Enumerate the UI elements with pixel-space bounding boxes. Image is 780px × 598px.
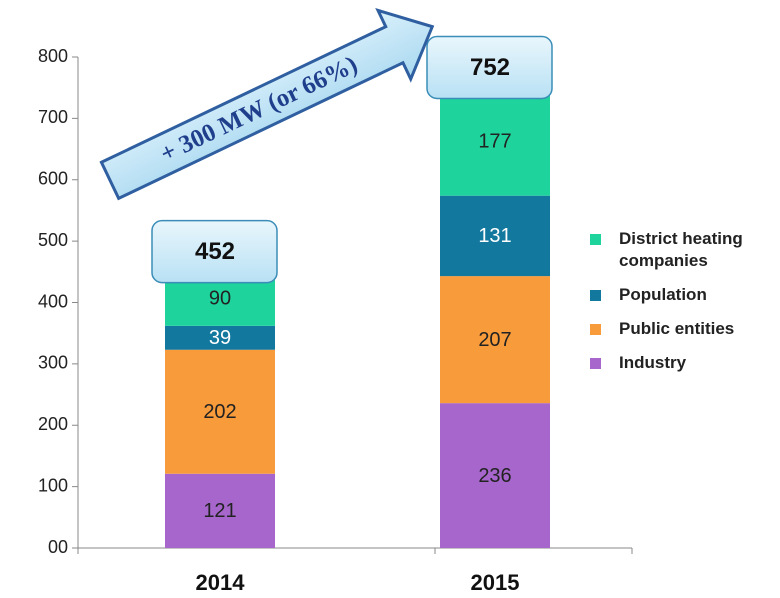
bar-segment <box>165 325 275 350</box>
x-tick-label: 2015 <box>471 570 520 595</box>
total-callout <box>426 35 553 100</box>
total-label: 452 <box>195 238 235 265</box>
legend-swatch <box>590 234 601 245</box>
y-tick-label: 300 <box>38 353 68 373</box>
value-label: 207 <box>478 329 511 351</box>
growth-arrow: + 300 MW (or 66%) <box>99 8 435 201</box>
arrow-shape <box>99 8 435 201</box>
value-label: 202 <box>203 401 236 423</box>
y-tick-label: 00 <box>48 537 68 557</box>
y-tick-label: 400 <box>38 291 68 311</box>
y-tick-label: 800 <box>38 46 68 66</box>
legend-label: District heating companies <box>619 229 743 270</box>
legend-label: Industry <box>619 353 687 372</box>
value-label: 177 <box>478 131 511 153</box>
legend-swatch <box>590 324 601 335</box>
y-tick-label: 600 <box>38 169 68 189</box>
legend-item: Industry <box>590 352 765 374</box>
y-tick-label: 700 <box>38 107 68 127</box>
legend-swatch <box>590 358 601 369</box>
value-label: 90 <box>209 287 231 309</box>
y-tick-label: 200 <box>38 414 68 434</box>
legend-swatch <box>590 290 601 301</box>
legend-label: Public entities <box>619 319 735 338</box>
total-callout <box>151 219 278 284</box>
bar-segment <box>440 276 550 404</box>
y-tick-label: 100 <box>38 475 68 495</box>
value-label: 39 <box>209 327 231 349</box>
legend: District heating companies Population Publ… <box>590 228 765 386</box>
bar-segment <box>165 473 275 548</box>
value-label: 236 <box>478 465 511 487</box>
y-tick-label: 500 <box>38 230 68 250</box>
bar-segment <box>165 349 275 474</box>
legend-label: Population <box>619 285 707 304</box>
x-tick-label: 2014 <box>196 570 246 595</box>
annotation: + 300 MW (or 66%) <box>156 51 361 168</box>
bar-segment <box>440 195 550 277</box>
bar-segment <box>440 403 550 548</box>
legend-item: Public entities <box>590 318 765 340</box>
bar-segment <box>440 87 550 196</box>
legend-item: Population <box>590 284 765 306</box>
legend-item: District heating companies <box>590 228 765 272</box>
value-label: 121 <box>203 500 236 522</box>
value-label: 131 <box>478 225 511 247</box>
total-label: 752 <box>470 54 510 81</box>
